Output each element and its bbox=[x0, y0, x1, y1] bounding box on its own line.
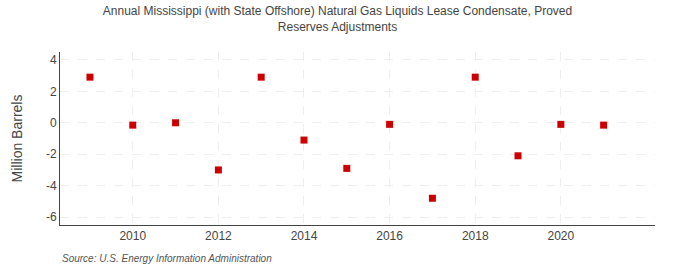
svg-text:-2: -2 bbox=[46, 147, 57, 161]
svg-text:2014: 2014 bbox=[291, 229, 318, 243]
svg-text:2: 2 bbox=[50, 85, 57, 99]
svg-text:-4: -4 bbox=[46, 179, 57, 193]
svg-text:-6: -6 bbox=[46, 210, 57, 224]
svg-text:2010: 2010 bbox=[119, 229, 146, 243]
svg-text:Source: U.S. Energy Informatio: Source: U.S. Energy Information Administ… bbox=[62, 253, 272, 264]
svg-text:2012: 2012 bbox=[205, 229, 232, 243]
svg-text:2016: 2016 bbox=[376, 229, 403, 243]
svg-text:0: 0 bbox=[50, 116, 57, 130]
svg-text:Annual Mississippi (with State: Annual Mississippi (with State Offshore)… bbox=[103, 4, 572, 34]
svg-text:2018: 2018 bbox=[462, 229, 489, 243]
svg-text:2020: 2020 bbox=[547, 229, 574, 243]
svg-text:4: 4 bbox=[50, 53, 57, 67]
svg-text:Million Barrels: Million Barrels bbox=[9, 95, 25, 183]
